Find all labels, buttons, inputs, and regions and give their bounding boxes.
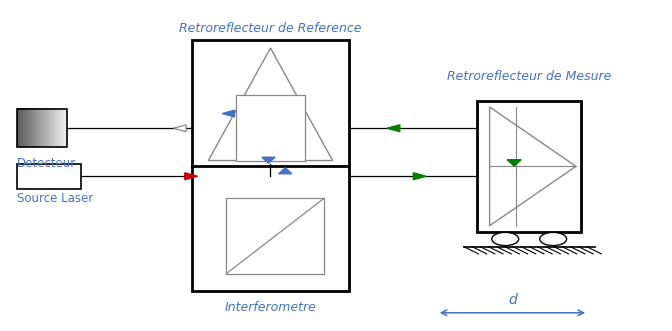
Polygon shape (387, 125, 400, 132)
Bar (17, 109, 67, 147)
Text: Source Laser: Source Laser (17, 192, 93, 205)
Text: Detecteur: Detecteur (17, 157, 76, 170)
Circle shape (540, 232, 566, 246)
Polygon shape (208, 48, 333, 161)
Polygon shape (507, 160, 521, 166)
Text: d: d (508, 293, 517, 307)
Polygon shape (262, 157, 275, 163)
Polygon shape (279, 168, 292, 174)
Circle shape (492, 232, 519, 246)
Bar (226, 198, 324, 274)
Polygon shape (413, 173, 426, 180)
Text: Retroreflecteur de Reference: Retroreflecteur de Reference (179, 22, 362, 35)
Polygon shape (185, 173, 198, 180)
Polygon shape (222, 110, 235, 117)
Text: Interferometre: Interferometre (224, 301, 317, 314)
Bar (192, 40, 349, 291)
Text: Retroreflecteur de Mesure: Retroreflecteur de Mesure (447, 70, 612, 83)
Bar (236, 95, 305, 161)
Polygon shape (490, 107, 576, 226)
Polygon shape (173, 125, 186, 132)
Bar (17, 164, 81, 189)
Bar (477, 101, 581, 232)
